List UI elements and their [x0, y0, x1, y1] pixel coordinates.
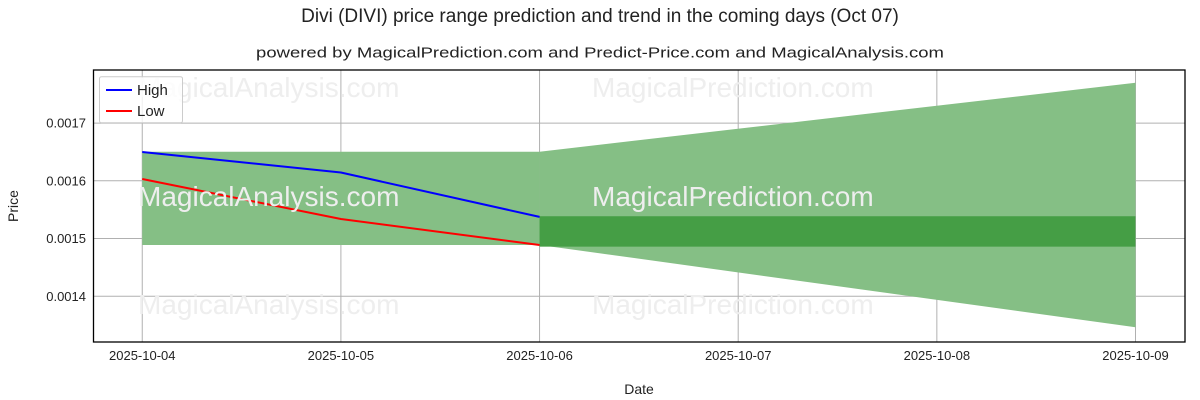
svg-text:2025-10-07: 2025-10-07 [705, 348, 772, 363]
svg-text:0.0017: 0.0017 [46, 116, 86, 131]
svg-text:2025-10-05: 2025-10-05 [308, 348, 375, 363]
svg-text:MagicalPrediction.com: MagicalPrediction.com [592, 72, 874, 103]
svg-text:Low: Low [137, 103, 165, 120]
svg-text:2025-10-09: 2025-10-09 [1102, 348, 1169, 363]
svg-text:MagicalPrediction.com: MagicalPrediction.com [592, 181, 874, 212]
svg-text:MagicalAnalysis.com: MagicalAnalysis.com [138, 181, 399, 212]
svg-text:2025-10-04: 2025-10-04 [109, 348, 176, 363]
svg-text:Date: Date [624, 381, 654, 397]
svg-text:0.0014: 0.0014 [46, 289, 86, 304]
svg-text:High: High [137, 82, 168, 99]
svg-text:2025-10-08: 2025-10-08 [904, 348, 971, 363]
svg-text:0.0016: 0.0016 [46, 173, 86, 188]
svg-text:2025-10-06: 2025-10-06 [506, 348, 573, 363]
svg-text:Price: Price [5, 190, 21, 222]
svg-text:MagicalAnalysis.com: MagicalAnalysis.com [138, 289, 399, 320]
svg-text:0.0015: 0.0015 [46, 231, 86, 246]
svg-text:MagicalPrediction.com: MagicalPrediction.com [592, 289, 874, 320]
